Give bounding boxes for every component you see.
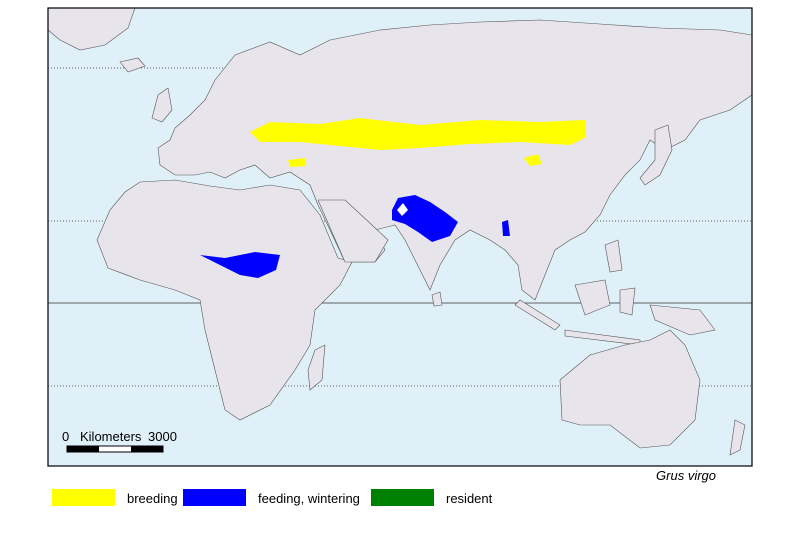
wintering-range bbox=[200, 252, 280, 278]
madagascar bbox=[307, 344, 326, 391]
legend-swatch bbox=[371, 489, 434, 506]
species-name: Grus virgo bbox=[656, 468, 716, 483]
wintering-range bbox=[502, 220, 510, 236]
eurasia bbox=[157, 19, 752, 301]
map-frame bbox=[47, 7, 753, 467]
britain bbox=[151, 87, 173, 123]
scale-bar-segment bbox=[67, 446, 99, 452]
legend-swatch bbox=[183, 489, 246, 506]
greenland bbox=[48, 8, 136, 51]
legend: breeding feeding, wintering resident bbox=[52, 489, 493, 506]
scale-start: 0 bbox=[62, 429, 69, 444]
breeding-range bbox=[250, 118, 585, 150]
japan bbox=[639, 124, 673, 186]
legend-swatch bbox=[52, 489, 115, 506]
map-body bbox=[48, 8, 752, 456]
breeding-range bbox=[288, 158, 306, 167]
sri-lanka bbox=[431, 291, 443, 307]
legend-label: feeding, wintering bbox=[258, 491, 360, 506]
new-zealand bbox=[729, 419, 746, 456]
scale-end: 3000 bbox=[148, 429, 177, 444]
arabia bbox=[317, 199, 389, 263]
map-gap bbox=[397, 203, 408, 216]
iceland bbox=[119, 57, 146, 73]
breeding-range bbox=[524, 154, 542, 166]
scale-bar-segment bbox=[131, 446, 163, 452]
africa bbox=[96, 179, 353, 421]
legend-label: resident bbox=[446, 491, 493, 506]
australia bbox=[559, 329, 701, 449]
wintering-range bbox=[392, 195, 458, 242]
scale-bar: 0 Kilometers 3000 bbox=[62, 429, 177, 453]
scale-unit: Kilometers bbox=[80, 429, 142, 444]
legend-label: breeding bbox=[127, 491, 178, 506]
